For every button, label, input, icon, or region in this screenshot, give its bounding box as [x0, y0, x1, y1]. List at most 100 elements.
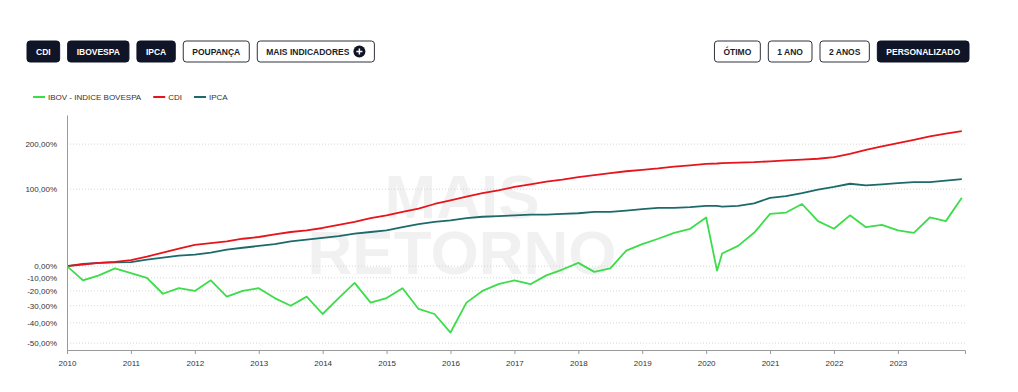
x-tick-label: 2022 [826, 359, 844, 368]
legend-label: IPCA [209, 93, 228, 102]
button-box[interactable] [68, 41, 129, 62]
x-tick-label: 2016 [442, 359, 460, 368]
filter-button[interactable]: 1 ANO [768, 41, 812, 62]
y-tick: 200,00% [25, 140, 67, 149]
button-box[interactable] [183, 41, 249, 62]
button-box[interactable] [768, 41, 812, 62]
x-tick-label: 2012 [186, 359, 204, 368]
x-tick-mark [706, 350, 707, 354]
button-label[interactable]: POUPANÇA [192, 47, 240, 57]
lines [67, 131, 962, 332]
x-tick-label: 2023 [889, 359, 907, 368]
x-tick: 2013 [250, 350, 268, 368]
series-line [67, 131, 962, 266]
grid-line [67, 290, 965, 291]
filter-button[interactable]: 2 ANOS [820, 41, 869, 62]
x-tick-label: 2019 [634, 359, 652, 368]
button-label[interactable]: PERSONALIZADO [886, 47, 960, 57]
x-axis-line [68, 351, 966, 355]
legend-item: IBOV - INDICE BOVESPA [33, 93, 142, 102]
chart-page: CDI IBOVESPA IPCA POUPANÇA MAIS INDICADORES Ó… [0, 0, 1018, 392]
x-tick-label: 2011 [123, 359, 141, 368]
y-tick: 0,00% [34, 262, 67, 271]
y-tick: -30,00% [27, 302, 67, 311]
filter-button[interactable]: PERSONALIZADO [877, 41, 969, 62]
legend-label: CDI [168, 93, 182, 102]
button-label[interactable]: CDI [36, 47, 51, 57]
button-box[interactable] [877, 41, 969, 62]
button-label[interactable]: MAIS INDICADORES [266, 47, 349, 57]
filter-button[interactable]: IPCA [137, 41, 175, 62]
x-tick-mark [195, 350, 196, 354]
x-tick-mark [834, 350, 835, 354]
button-box[interactable] [820, 41, 869, 62]
button-label[interactable]: IPCA [146, 47, 166, 57]
x-tick-label: 2021 [762, 359, 780, 368]
x-tick: 2023 [889, 350, 907, 368]
grid-line [67, 266, 965, 267]
y-axis: 200,00% 100,00% 0,00% -10,00% -20,00% -30,00%… [25, 116, 67, 351]
button-label[interactable]: 2 ANOS [829, 47, 861, 57]
y-axis-line [67, 116, 68, 351]
x-tick-mark [131, 350, 132, 354]
filter-button[interactable]: POUPANÇA [183, 41, 249, 62]
grid-line [67, 343, 965, 344]
y-tick-label: -40,00% [27, 319, 57, 328]
filter-button[interactable]: MAIS INDICADORES [257, 41, 374, 62]
button-box[interactable] [137, 41, 175, 62]
legend: IBOV - INDICE BOVESPA CDI IPCA [33, 93, 228, 102]
grid-line [67, 277, 965, 278]
x-tick: 2014 [314, 350, 332, 368]
x-tick-mark [770, 350, 771, 354]
button-label[interactable]: IBOVESPA [77, 47, 120, 57]
grid-line [67, 322, 965, 323]
x-tick-mark [898, 350, 899, 354]
legend-item: CDI [153, 93, 182, 102]
x-tick: 2019 [634, 350, 652, 368]
x-tick: 2017 [506, 350, 524, 368]
filter-button[interactable]: CDI [27, 41, 60, 62]
y-tick-label: -20,00% [27, 287, 57, 296]
watermark-text: RETORNO [308, 218, 617, 287]
button-box[interactable] [257, 41, 374, 62]
x-tick: 2012 [186, 350, 204, 368]
grid-line [67, 305, 965, 306]
button-label[interactable]: ÓTIMO [723, 46, 751, 57]
x-tick-mark [387, 350, 388, 354]
x-tick-mark [450, 350, 451, 354]
button-box[interactable] [714, 41, 760, 62]
x-tick-mark [323, 350, 324, 354]
grid-line [67, 144, 965, 145]
x-axis: 2010201120122013201420152016201720182019… [59, 350, 966, 368]
legend-label: IBOV - INDICE BOVESPA [48, 93, 142, 102]
x-tick-label: 2010 [59, 359, 77, 368]
plus-icon[interactable] [353, 46, 365, 58]
y-tick: -20,00% [27, 287, 67, 296]
legend-item: IPCA [194, 93, 228, 102]
plus-sign[interactable] [356, 49, 362, 55]
filter-button[interactable]: ÓTIMO [714, 41, 760, 62]
x-tick: 2016 [442, 350, 460, 368]
legend-swatch [194, 96, 206, 98]
x-tick-label: 2017 [506, 359, 524, 368]
y-tick-label: 100,00% [25, 185, 57, 194]
y-tick: -40,00% [27, 319, 67, 328]
x-tick-mark [642, 350, 643, 354]
y-tick-label: 0,00% [34, 262, 57, 271]
x-tick-mark [514, 350, 515, 354]
filter-button[interactable]: IBOVESPA [68, 41, 129, 62]
legend-swatch [153, 96, 165, 98]
button-box[interactable] [27, 41, 60, 62]
y-tick: -50,00% [27, 339, 67, 348]
legend-swatch [33, 96, 45, 98]
x-tick: 2010 [59, 350, 77, 368]
y-tick-label: -50,00% [27, 339, 57, 348]
button-label[interactable]: 1 ANO [777, 47, 803, 57]
watermark: MAISRETORNO [308, 162, 617, 287]
y-tick: -10,00% [27, 274, 67, 283]
x-tick-label: 2013 [250, 359, 268, 368]
x-tick: 2018 [570, 350, 588, 368]
x-tick: 2020 [698, 350, 716, 368]
y-tick-label: -30,00% [27, 302, 57, 311]
series-line [67, 198, 962, 333]
